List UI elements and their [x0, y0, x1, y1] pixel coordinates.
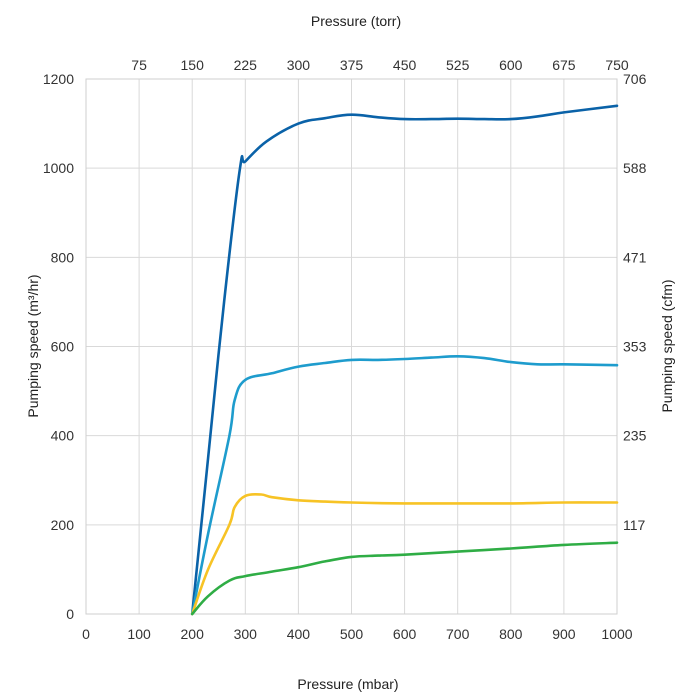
series-layer: [190, 104, 619, 616]
plot-frame: [85, 78, 618, 615]
right-tick-label: 471: [623, 249, 647, 265]
top-tick-label: 450: [393, 57, 417, 73]
grid-layer: [85, 78, 618, 615]
top-tick-label: 525: [446, 57, 470, 73]
right-tick-label: 353: [623, 339, 647, 355]
x-tick-label: 1000: [601, 626, 632, 642]
x-tick-label: 300: [234, 626, 258, 642]
right-tick-label: 588: [623, 160, 647, 176]
y-tick-label: 200: [51, 517, 75, 533]
top-tick-label: 75: [131, 57, 147, 73]
left-axis-title: Pumping speed (m³/hr): [25, 274, 41, 417]
top-tick-label: 300: [287, 57, 311, 73]
tick-layer: 0 100 200 300 400 500 600 700 800 900 1000 0 200 400 6…: [43, 57, 647, 642]
x-tick-label: 900: [552, 626, 576, 642]
x-tick-label: 100: [127, 626, 151, 642]
top-tick-label: 675: [552, 57, 576, 73]
right-tick-label: 235: [623, 428, 647, 444]
series-line: [190, 541, 619, 616]
y-tick-label: 0: [66, 606, 74, 622]
top-tick-label: 225: [234, 57, 258, 73]
right-tick-label: 706: [623, 71, 647, 87]
series-line: [190, 104, 619, 616]
top-tick-label: 750: [605, 57, 629, 73]
top-axis-title: Pressure (torr): [311, 13, 401, 29]
top-tick-label: 150: [181, 57, 205, 73]
x-tick-label: 400: [287, 626, 311, 642]
y-tick-label: 1200: [43, 71, 74, 87]
x-tick-label: 500: [340, 626, 364, 642]
x-tick-label: 200: [181, 626, 205, 642]
x-axis-title: Pressure (mbar): [297, 676, 398, 692]
y-tick-label: 600: [51, 339, 75, 355]
series-line: [190, 492, 619, 616]
right-axis-title: Pumping speed (cfm): [659, 279, 675, 412]
series-line: [190, 354, 619, 616]
top-tick-label: 375: [340, 57, 364, 73]
x-tick-label: 0: [82, 626, 90, 642]
y-tick-label: 800: [51, 249, 75, 265]
x-tick-label: 800: [499, 626, 523, 642]
top-tick-label: 600: [499, 57, 523, 73]
x-tick-label: 700: [446, 626, 470, 642]
right-tick-label: 117: [623, 517, 646, 533]
y-tick-label: 1000: [43, 160, 74, 176]
x-tick-label: 600: [393, 626, 417, 642]
y-tick-label: 400: [51, 428, 75, 444]
